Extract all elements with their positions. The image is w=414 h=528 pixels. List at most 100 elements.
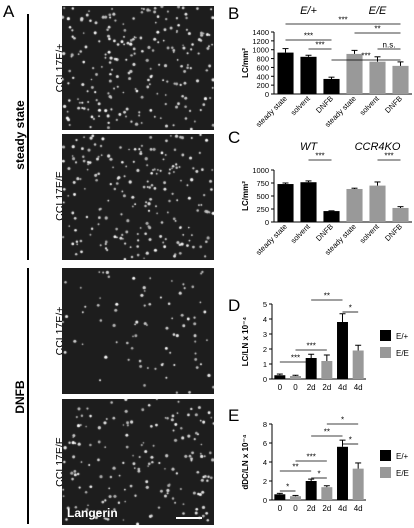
y-axis-label: dDC/LN x 10⁻⁴ (241, 434, 250, 489)
y-axis-label: LC/mm² (241, 181, 250, 211)
significance-label: *** (384, 152, 393, 161)
category-label: solvent (358, 93, 382, 117)
category-label: steady state (254, 222, 289, 256)
y-tick-label: 800 (256, 55, 269, 64)
y-tick-label: 0 (263, 375, 267, 384)
y-tick-label: 3 (263, 330, 267, 339)
category-label: 4d (338, 383, 347, 392)
y-tick-label: 1400 (252, 28, 269, 37)
legend-swatch (380, 450, 391, 461)
bar (323, 78, 340, 94)
group-label: E/E (369, 5, 387, 17)
significance-label: *** (306, 453, 315, 462)
bar (392, 65, 409, 94)
panel-letter-c: C (228, 128, 241, 147)
y-tick-label: 1000 (252, 166, 269, 175)
category-label: 2d (322, 504, 331, 513)
significance-label: * (341, 416, 344, 425)
steady-state-label: steady state (13, 100, 27, 170)
y-tick-label: 2 (263, 477, 267, 486)
category-label: 2d (322, 383, 331, 392)
bar (337, 322, 348, 379)
micrograph-dnfb-e-e (62, 399, 214, 525)
y-tick-label: 750 (256, 179, 269, 188)
micrograph-steady-e-e (62, 134, 214, 260)
y-tick-label: 0 (265, 90, 269, 99)
category-label: DNFB (383, 94, 404, 115)
bar (352, 350, 364, 379)
bar (346, 188, 363, 222)
significance-label: ** (374, 25, 380, 34)
significance-label: ** (292, 463, 298, 472)
group-label: WT (300, 141, 318, 153)
y-axis-label: LC/mm² (241, 48, 250, 78)
y-tick-label: 1000 (252, 46, 269, 55)
legend-label: E/+ (396, 452, 409, 461)
significance-label: n.s. (383, 41, 396, 50)
bar (300, 182, 317, 222)
category-label: 2d (307, 383, 316, 392)
significance-label: * (286, 483, 289, 492)
bar (321, 361, 333, 379)
dnfb-bracket (27, 268, 29, 524)
micrograph-steady-e-plus (62, 6, 214, 130)
scale-bar (176, 517, 202, 519)
bar (321, 487, 333, 500)
category-label: 4d (338, 504, 347, 513)
y-tick-label: 4 (263, 315, 267, 324)
category-label: 0 (278, 504, 283, 513)
panel-letter-a: A (3, 2, 15, 21)
y-axis-label: LC/LN x 10⁻⁴ (241, 317, 250, 367)
bar (392, 207, 409, 222)
significance-label: *** (338, 16, 347, 25)
langerin-label: Langerin (67, 506, 118, 520)
y-tick-label: 1200 (252, 37, 269, 46)
y-tick-label: 0 (263, 496, 267, 505)
group-label: E/+ (300, 5, 317, 17)
significance-label: *** (306, 342, 315, 351)
bar (305, 481, 317, 500)
y-tick-label: 6 (263, 439, 267, 448)
category-label: DNFB (314, 94, 335, 115)
legend-label: E/E (396, 349, 409, 358)
category-label: DNFB (383, 222, 404, 243)
category-label: 0 (278, 383, 283, 392)
category-label: steady state (254, 94, 289, 128)
bar (290, 376, 301, 379)
y-tick-label: 8 (263, 420, 267, 429)
group-label: CCR4KO (355, 141, 401, 153)
significance-label: *** (291, 354, 300, 363)
category-label: solvent (358, 221, 382, 245)
significance-label: *** (361, 52, 370, 61)
bar (305, 358, 317, 379)
legend-swatch (380, 467, 391, 478)
significance-label: *** (315, 41, 324, 50)
bar (323, 211, 340, 222)
category-label: solvent (289, 221, 313, 245)
category-label: DNFB (314, 222, 335, 243)
y-tick-label: 0 (265, 218, 269, 227)
category-label: solvent (289, 93, 313, 117)
legend-label: E/+ (396, 332, 409, 341)
bar (277, 184, 294, 222)
micrograph-dnfb-e-plus (62, 268, 214, 394)
panel-letter-e: E (228, 406, 240, 425)
category-label: 0 (293, 504, 298, 513)
bar (337, 446, 348, 500)
significance-label: ** (324, 292, 330, 301)
significance-label: * (349, 436, 352, 445)
significance-label: ** (324, 428, 330, 437)
y-tick-label: 4 (263, 458, 267, 467)
bar (369, 185, 386, 222)
bar (290, 496, 301, 500)
y-tick-label: 2 (263, 345, 267, 354)
steady-state-bracket (27, 14, 29, 260)
bar (346, 53, 363, 94)
category-label: 4d (354, 504, 363, 513)
bar (274, 494, 286, 500)
y-tick-label: 400 (256, 72, 269, 81)
